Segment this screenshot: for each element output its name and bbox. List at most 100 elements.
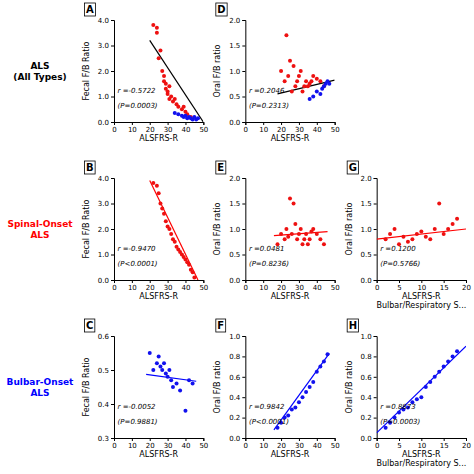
tick-mark bbox=[242, 20, 245, 21]
regression-line bbox=[274, 232, 328, 236]
x-tick: 20 bbox=[146, 122, 155, 134]
tick-label: 20 bbox=[146, 442, 155, 450]
axis-domain bbox=[377, 439, 466, 442]
tick-label: 1.0 bbox=[361, 226, 372, 234]
point bbox=[167, 368, 171, 372]
axis-domain bbox=[115, 123, 204, 126]
figure: 010203040500.01.02.03.04.0ALSFRS-RFecal … bbox=[0, 0, 474, 474]
point bbox=[162, 74, 166, 78]
tick-label: 3.0 bbox=[98, 42, 109, 50]
point bbox=[311, 74, 315, 78]
point bbox=[290, 232, 294, 236]
tick-label: 4.0 bbox=[98, 17, 109, 25]
tick-label: 0 bbox=[375, 284, 379, 292]
stat-annotation: (P=0.2313) bbox=[249, 102, 289, 110]
point bbox=[451, 354, 455, 358]
point bbox=[279, 69, 283, 73]
panel: 010203040500.01.02.03.04.0ALSFRS-RFecal … bbox=[82, 3, 208, 143]
tick-mark bbox=[242, 97, 245, 98]
y-tick: 2.0 bbox=[229, 17, 245, 25]
x-axis-label: ALSFRS-RBulbar/Respiratory S... bbox=[376, 292, 466, 310]
stat-annotation: r =0.0481 bbox=[249, 245, 284, 253]
tick-label: 0.0 bbox=[229, 119, 240, 127]
point bbox=[293, 405, 297, 409]
x-tick: 0 bbox=[112, 438, 116, 450]
x-tick: 20 bbox=[462, 280, 471, 292]
tick-label: 1.0 bbox=[229, 226, 240, 234]
tick-label: 0 bbox=[244, 284, 248, 292]
point bbox=[311, 227, 315, 231]
row-label: Bulbar-OnsetALS bbox=[7, 377, 75, 398]
y-tick: 0.5 bbox=[229, 251, 245, 259]
row-label: ALS(All Types) bbox=[13, 61, 66, 82]
point bbox=[309, 79, 313, 83]
panel: 010203040500.00.51.01.52.0ALSFRS-ROral F… bbox=[213, 3, 339, 143]
axis-domain bbox=[111, 179, 115, 281]
text-line: ALSFRS-R bbox=[402, 450, 441, 459]
tick-label: 10 bbox=[417, 284, 426, 292]
tick-mark bbox=[111, 122, 114, 123]
point bbox=[283, 237, 287, 241]
tick-label: 0 bbox=[375, 442, 379, 450]
y-tick: 2.0 bbox=[229, 175, 245, 183]
point bbox=[433, 227, 437, 231]
point bbox=[415, 232, 419, 236]
tick-label: 20 bbox=[146, 284, 155, 292]
point bbox=[293, 222, 297, 226]
tick-label: 30 bbox=[295, 442, 304, 450]
x-tick: 40 bbox=[313, 122, 322, 134]
point bbox=[318, 365, 322, 369]
tick-mark bbox=[168, 122, 169, 125]
point bbox=[191, 382, 195, 386]
point bbox=[191, 270, 195, 274]
axis-domain bbox=[374, 337, 378, 439]
tick-label: 0 bbox=[244, 126, 248, 134]
point bbox=[292, 64, 296, 68]
text-line: ALSFRS-R bbox=[271, 450, 310, 459]
tick-mark bbox=[335, 438, 336, 441]
panel-label-box bbox=[85, 161, 96, 174]
y-tick: 0.6 bbox=[361, 374, 377, 382]
tick-label: 20 bbox=[462, 284, 471, 292]
stat-annotation: (P=0.0003) bbox=[118, 102, 158, 110]
tick-label: 0.6 bbox=[98, 333, 110, 341]
y-tick: 0.6 bbox=[229, 374, 245, 382]
stat-annotation: r =-0.9470 bbox=[118, 245, 157, 253]
text-line: ALS bbox=[30, 388, 49, 398]
point bbox=[155, 361, 159, 365]
y-axis-label: Fecal F/B Ratio bbox=[82, 199, 91, 258]
tick-label: 30 bbox=[295, 126, 304, 134]
text-line: (All Types) bbox=[13, 72, 66, 82]
point bbox=[318, 92, 322, 96]
point bbox=[286, 235, 290, 239]
x-axis-label: ALSFRS-R bbox=[139, 134, 178, 143]
y-tick: 0.0 bbox=[229, 435, 245, 443]
point bbox=[406, 240, 410, 244]
tick-mark bbox=[111, 20, 114, 21]
panel: 051015200.00.51.01.52.0ALSFRS-RBulbar/Re… bbox=[345, 161, 471, 310]
tick-mark bbox=[242, 71, 245, 72]
tick-mark bbox=[111, 336, 114, 337]
x-tick: 50 bbox=[199, 122, 208, 134]
tick-mark bbox=[374, 280, 377, 281]
point bbox=[304, 232, 308, 236]
tick-mark bbox=[299, 438, 300, 441]
x-tick: 20 bbox=[462, 438, 471, 450]
chart-container: 010203040500.01.02.03.04.0ALSFRS-RFecal … bbox=[0, 0, 474, 474]
y-axis: 0.00.20.40.60.81.0 bbox=[361, 333, 378, 443]
x-tick: 50 bbox=[331, 280, 340, 292]
panel-label: H bbox=[347, 319, 358, 332]
point bbox=[442, 232, 446, 236]
point bbox=[158, 202, 162, 206]
tick-label: 40 bbox=[313, 284, 322, 292]
tick-label: 0.3 bbox=[98, 435, 109, 443]
tick-label: 10 bbox=[259, 442, 268, 450]
plot-area bbox=[150, 23, 204, 122]
point bbox=[283, 79, 287, 83]
x-axis-label: ALSFRS-RBulbar/Respiratory S... bbox=[376, 450, 466, 468]
stat-annotation: (P<0.0001) bbox=[249, 418, 289, 426]
point bbox=[455, 349, 459, 353]
tick-label: 20 bbox=[277, 284, 286, 292]
y-tick: 0.5 bbox=[361, 251, 377, 259]
y-axis: 0.01.02.03.04.0 bbox=[98, 175, 115, 285]
